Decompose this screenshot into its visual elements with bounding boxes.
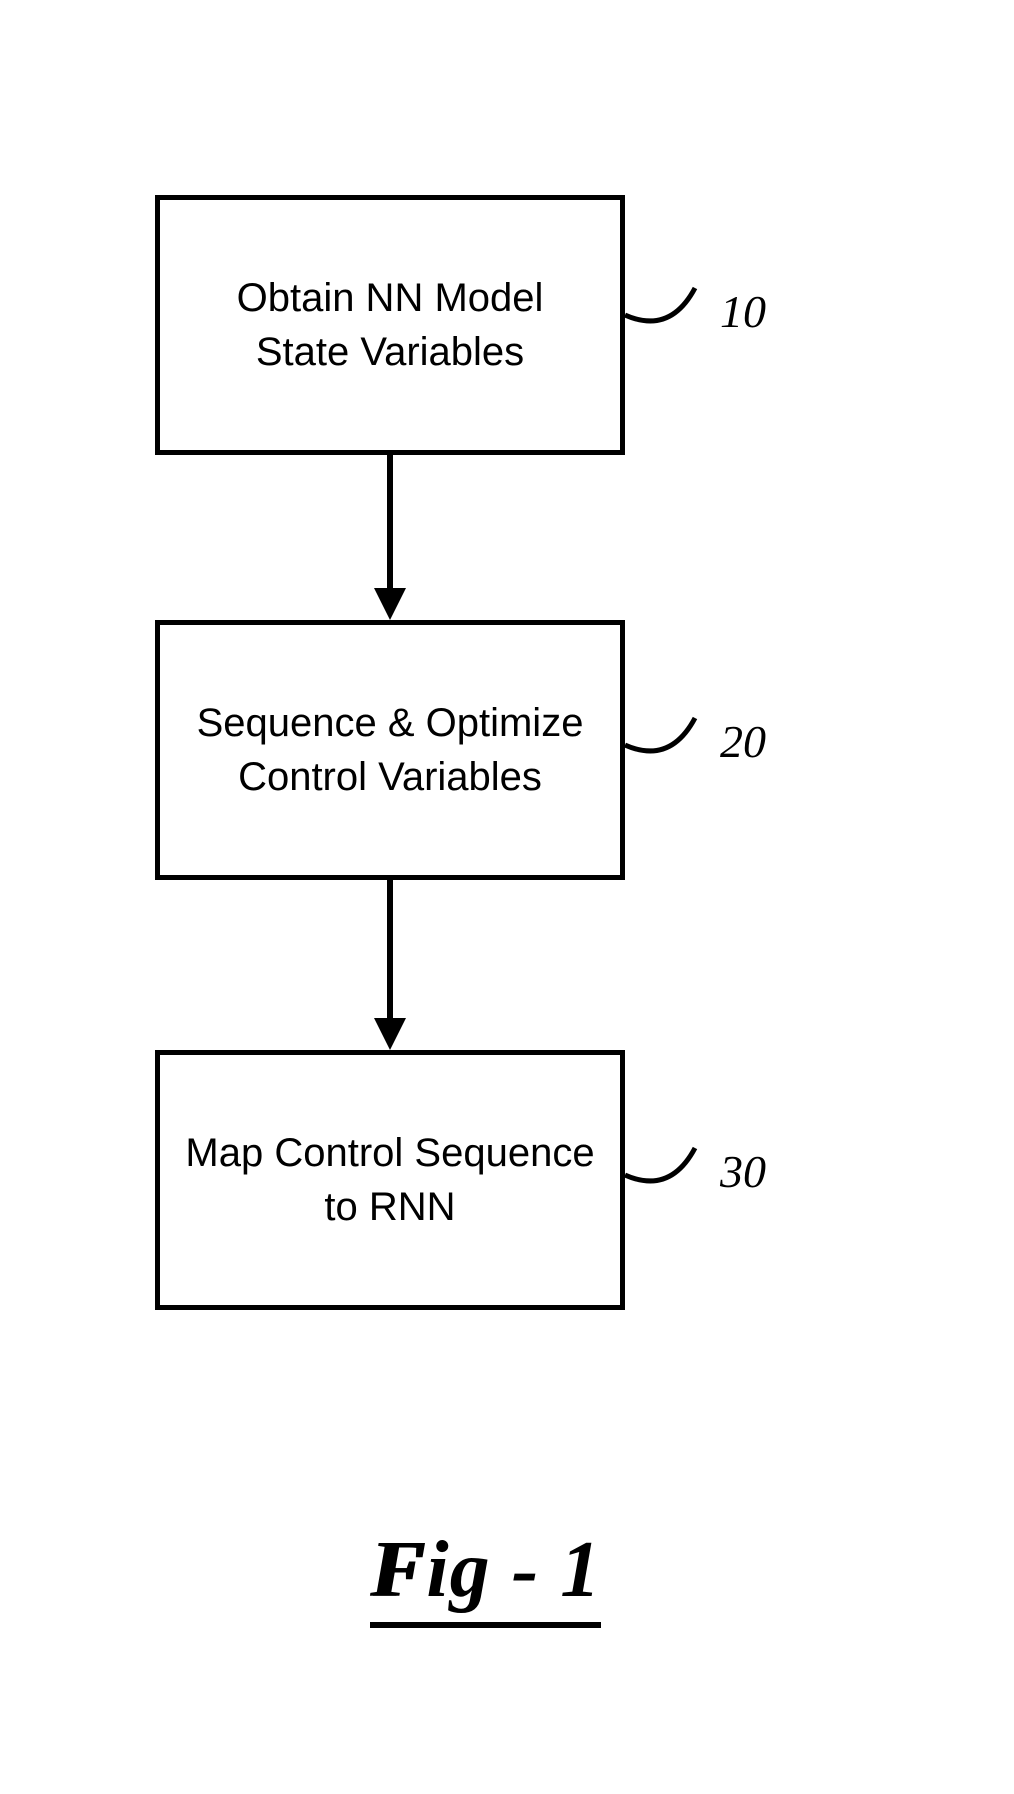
flow-node-2-line1: Sequence & Optimize: [197, 696, 584, 750]
arrow-2-3-head: [374, 1018, 406, 1050]
ref-curve-3: [625, 1140, 720, 1200]
ref-label-3: 30: [720, 1145, 766, 1198]
flow-node-3-line1: Map Control Sequence: [185, 1126, 594, 1180]
arrow-1-2-line: [387, 455, 393, 588]
arrow-2-3-line: [387, 880, 393, 1018]
flow-node-2: Sequence & Optimize Control Variables: [155, 620, 625, 880]
flowchart-canvas: Obtain NN Model State Variables 10 Seque…: [0, 0, 1014, 1794]
flow-node-3-line2: to RNN: [324, 1180, 455, 1234]
flow-node-2-line2: Control Variables: [238, 750, 542, 804]
ref-label-1: 10: [720, 285, 766, 338]
flow-node-1-line1: Obtain NN Model: [237, 271, 544, 325]
flow-node-1: Obtain NN Model State Variables: [155, 195, 625, 455]
arrow-1-2-head: [374, 588, 406, 620]
flow-node-3: Map Control Sequence to RNN: [155, 1050, 625, 1310]
flow-node-1-line2: State Variables: [256, 325, 524, 379]
figure-label: Fig - 1: [370, 1525, 601, 1628]
ref-curve-1: [625, 280, 720, 340]
ref-label-2: 20: [720, 715, 766, 768]
ref-curve-2: [625, 710, 720, 770]
